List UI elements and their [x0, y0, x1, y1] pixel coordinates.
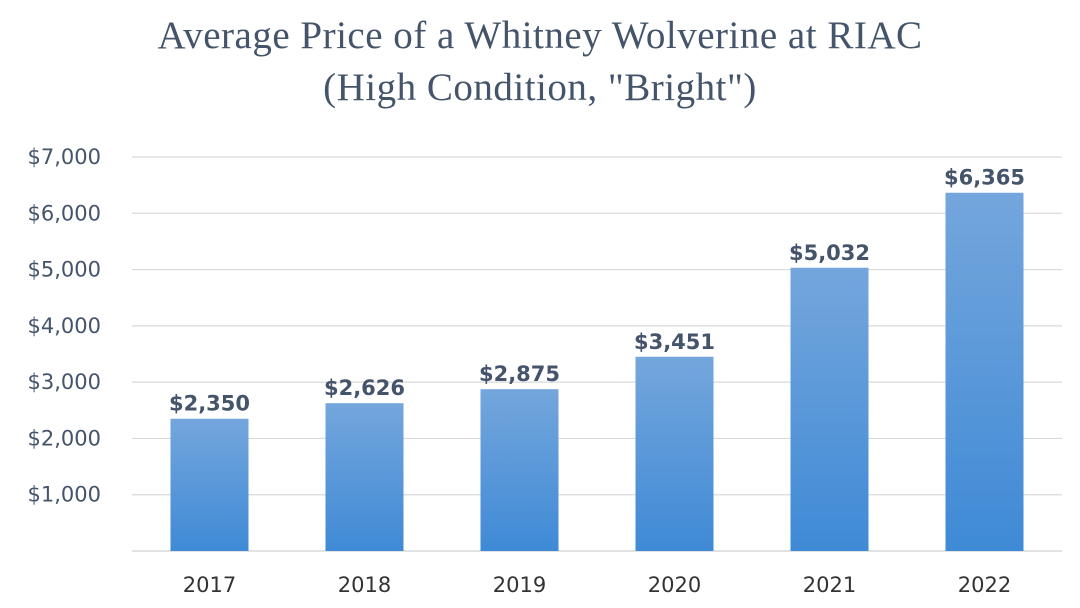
- y-tick-label: $3,000: [28, 370, 101, 394]
- bar-2019: [480, 389, 559, 551]
- y-axis-ticks: $1,000 $2,000 $3,000 $4,000 $5,000 $6,000 $7,0…: [28, 145, 101, 507]
- data-label: $6,365: [944, 166, 1025, 190]
- y-tick-label: $4,000: [28, 314, 101, 338]
- bar-2021: [790, 267, 869, 551]
- gridlines: [132, 156, 1062, 552]
- x-tick-label: 2017: [183, 573, 236, 597]
- data-label: $2,626: [324, 376, 405, 400]
- bars: [170, 192, 1024, 551]
- x-tick-label: 2019: [493, 573, 546, 597]
- x-tick-label: 2018: [338, 573, 391, 597]
- chart-title-block: Average Price of a Whitney Wolverine at …: [0, 10, 1080, 114]
- x-tick-label: 2022: [958, 573, 1011, 597]
- y-tick-label: $5,000: [28, 258, 101, 282]
- data-labels: $2,350 $2,626 $2,875 $3,451 $5,032 $6,365: [169, 166, 1025, 416]
- bar-2020: [635, 356, 714, 551]
- y-tick-label: $1,000: [28, 483, 101, 507]
- bar-2022: [945, 192, 1024, 551]
- x-tick-label: 2021: [803, 573, 856, 597]
- data-label: $3,451: [634, 330, 715, 354]
- data-label: $2,350: [169, 392, 250, 416]
- data-label: $5,032: [789, 241, 870, 265]
- bar-2017: [170, 418, 249, 551]
- data-label: $2,875: [479, 362, 560, 386]
- y-tick-label: $2,000: [28, 426, 101, 450]
- chart-title: Average Price of a Whitney Wolverine at …: [157, 14, 923, 57]
- chart-subtitle: (High Condition, "Bright"): [323, 66, 757, 109]
- x-axis-ticks: 2017 2018 2019 2020 2021 2022: [183, 573, 1011, 597]
- x-tick-label: 2020: [648, 573, 701, 597]
- bar-2018: [325, 403, 404, 551]
- y-tick-label: $7,000: [28, 145, 101, 169]
- y-tick-label: $6,000: [28, 201, 101, 225]
